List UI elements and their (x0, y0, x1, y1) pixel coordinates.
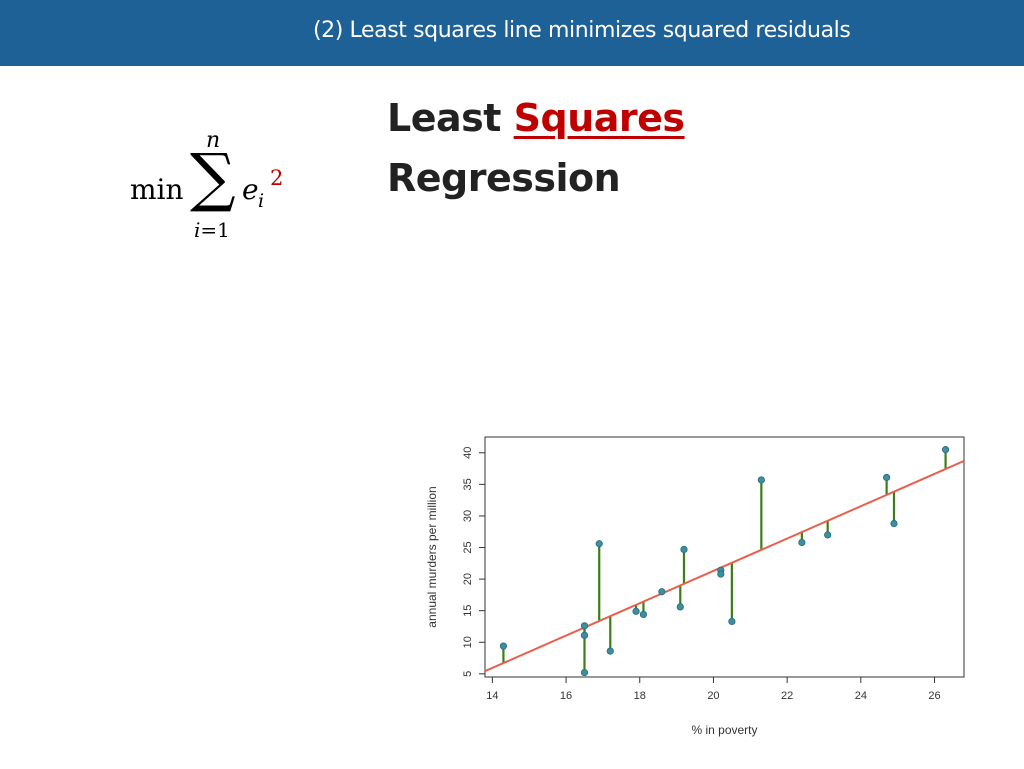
slide-title-accent: Squares (513, 96, 685, 140)
x-tick-label: 22 (781, 690, 793, 702)
data-point (580, 631, 589, 639)
least-squares-formula: min n ∑ i=1 e i 2 (128, 128, 298, 248)
plot-frame (484, 436, 965, 678)
slide-title: Least Squares Regression (387, 88, 685, 208)
x-tick-label: 26 (928, 690, 940, 702)
data-point (580, 622, 589, 630)
x-tick-label: 20 (707, 690, 719, 702)
formula-term: e (242, 173, 259, 206)
data-point (676, 603, 684, 611)
data-point (883, 473, 891, 482)
x-tick-label: 14 (486, 690, 498, 702)
scatter-chart: 14 16 18 20 22 24 26 5 10 15 20 25 30 35 40 % in povert… (425, 436, 965, 737)
data-point (639, 610, 648, 619)
formula-min: min (130, 173, 184, 206)
x-axis-label: % in poverty (691, 723, 757, 737)
y-tick-label: 30 (462, 510, 474, 522)
y-tick-label: 5 (462, 671, 474, 677)
y-axis-label: annual murders per million (425, 486, 439, 627)
data-point (824, 531, 832, 539)
data-point (941, 446, 950, 454)
data-point (658, 588, 666, 596)
y-tick-label: 20 (462, 573, 474, 585)
formula-lower-var: i (194, 218, 201, 242)
slide-title-pre: Least (387, 96, 501, 140)
x-tick-label: 24 (855, 690, 867, 702)
regression-line (485, 460, 964, 673)
formula-lower-limit: i=1 (194, 218, 230, 242)
x-tick-label: 18 (634, 690, 646, 702)
formula-sigma: ∑ (190, 141, 236, 215)
data-point (717, 570, 725, 578)
y-tick-label: 10 (462, 636, 474, 648)
slide-title-line1: Least Squares (387, 88, 685, 148)
data-point (798, 538, 806, 547)
formula-exponent: 2 (270, 166, 284, 190)
data-point (757, 476, 765, 484)
data-point (606, 647, 614, 655)
slide-title-line2: Regression (387, 156, 621, 200)
data-point (728, 617, 736, 626)
header-bar: (2) Least squares line minimizes squared… (0, 0, 1024, 66)
x-tick-label: 16 (560, 690, 572, 702)
header-title: (2) Least squares line minimizes squared… (313, 18, 851, 43)
formula-upper-limit: n (206, 128, 221, 153)
y-tick-label: 25 (462, 541, 474, 553)
data-point (595, 540, 603, 548)
data-point (499, 642, 508, 650)
formula-subscript: i (258, 190, 265, 212)
y-tick-label: 40 (462, 447, 474, 459)
data-point (680, 545, 688, 554)
y-tick-label: 15 (462, 605, 474, 617)
formula-lower-eq: =1 (200, 218, 230, 242)
y-tick-label: 35 (462, 478, 474, 490)
data-point (580, 668, 589, 677)
data-point (890, 519, 898, 528)
data-point (632, 607, 640, 615)
